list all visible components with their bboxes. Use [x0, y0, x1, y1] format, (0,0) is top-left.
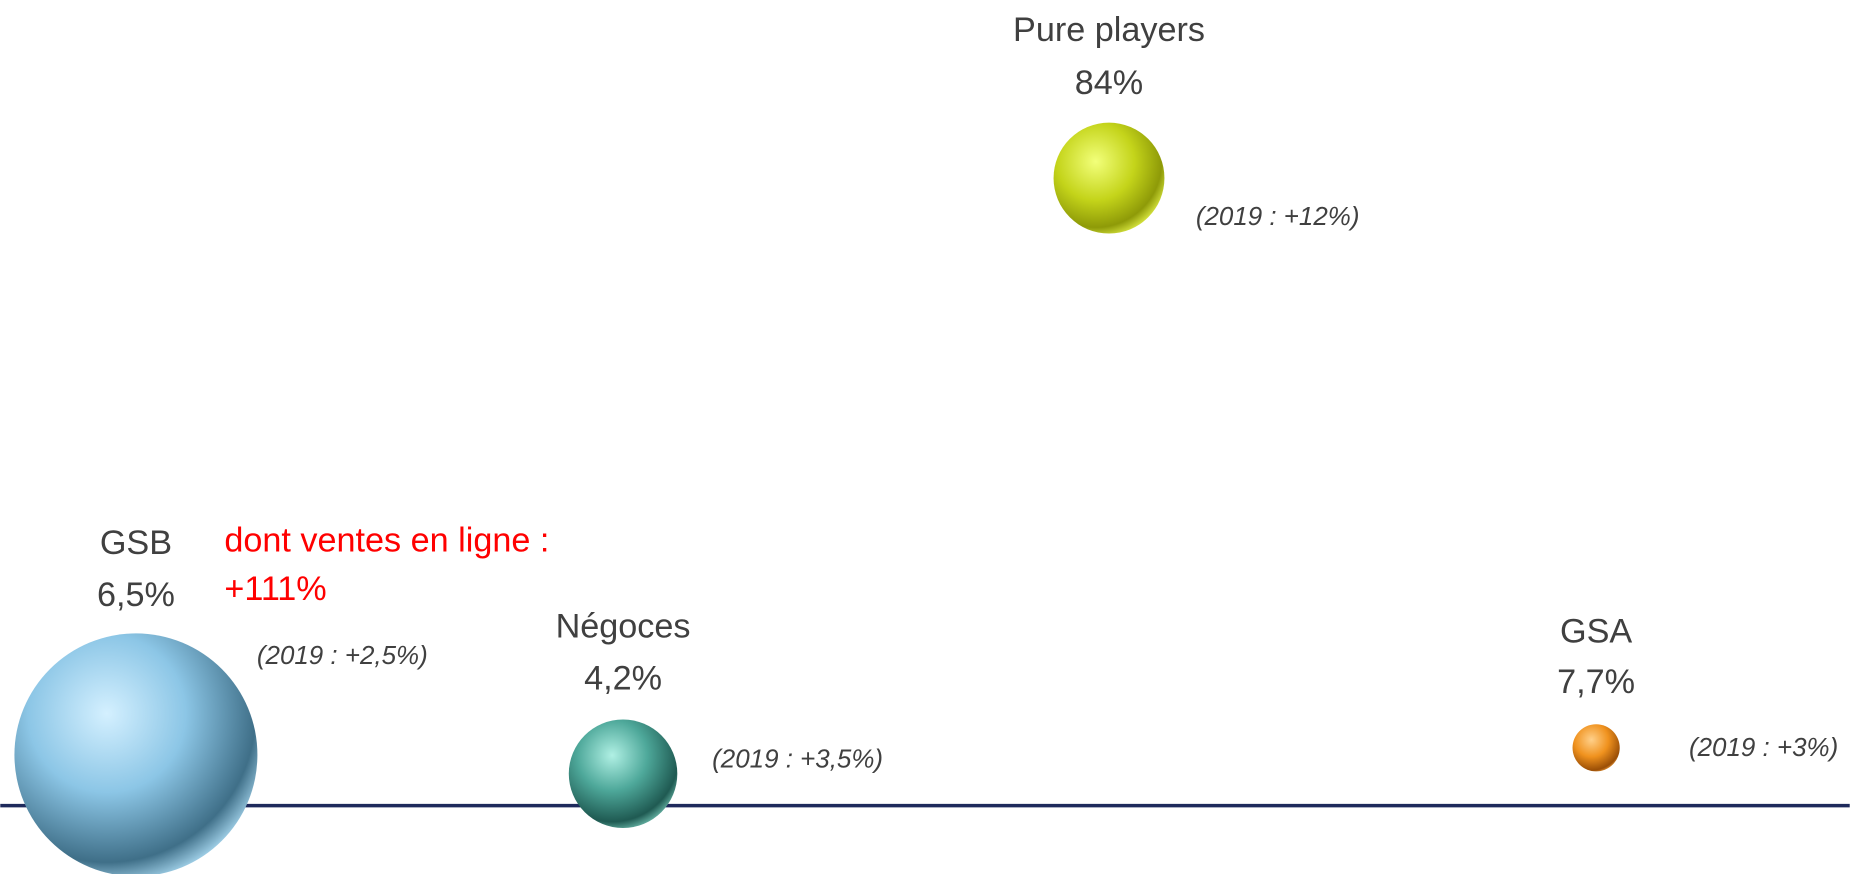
bubble — [1572, 724, 1620, 772]
node-note: (2019 : +3,5%) — [712, 746, 883, 774]
bubble — [14, 633, 258, 874]
node-note: (2019 : +2,5%) — [257, 642, 428, 670]
bubble — [568, 719, 678, 828]
node-label: GSB — [100, 524, 172, 562]
highlight-text: dont ventes en ligne : — [224, 522, 549, 560]
node-value: 6,5% — [97, 576, 175, 614]
node-value: 7,7% — [1557, 663, 1635, 701]
bubble — [1053, 122, 1165, 234]
node-value: 4,2% — [584, 660, 662, 698]
node-value: 84% — [1075, 64, 1143, 102]
node-note: (2019 : +3%) — [1689, 734, 1838, 762]
node-label: GSA — [1560, 612, 1632, 650]
node-label: Pure players — [1013, 11, 1205, 49]
node-note: (2019 : +12%) — [1196, 203, 1360, 231]
highlight-value: +111% — [224, 570, 326, 608]
node-label: Négoces — [556, 608, 691, 646]
